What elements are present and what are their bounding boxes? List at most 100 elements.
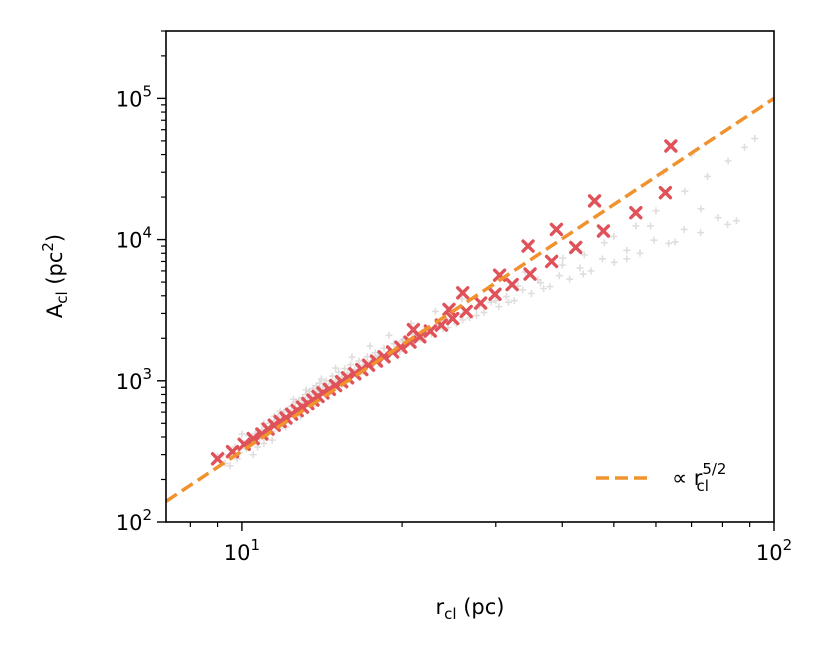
scatter-point [502, 293, 510, 301]
scatter-point [652, 207, 660, 215]
legend-label: ∝ r5/2 cl [672, 460, 726, 495]
binned-point [629, 206, 643, 220]
scatter-point [260, 439, 268, 447]
scatter-point [505, 298, 513, 306]
scatter-point [555, 272, 563, 280]
scatter-point [647, 222, 655, 230]
binned-point [473, 296, 488, 310]
scatter-point [704, 172, 712, 180]
binned-point [521, 239, 535, 253]
scatter-point [527, 290, 535, 298]
binned-point [664, 139, 678, 153]
scatter-point [348, 353, 356, 361]
scatter-point [363, 353, 371, 361]
legend: ∝ r5/2 cl [596, 460, 726, 495]
scatter-point [724, 220, 732, 228]
binned-point [544, 254, 559, 269]
binned-point [210, 452, 225, 466]
scatter-point [671, 238, 679, 246]
binned-point [587, 194, 602, 208]
scatter-point [289, 395, 297, 403]
scatter-point [610, 233, 618, 241]
scatter-point [332, 364, 340, 372]
scatter-point [587, 267, 595, 275]
binned-point [456, 286, 470, 300]
scatter-point [510, 297, 518, 305]
scatter-point [559, 254, 567, 262]
scatter-point [546, 283, 554, 291]
x-axis: 101 102 [189, 522, 792, 565]
x-tick-label: 101 [224, 536, 260, 565]
scatter-point [492, 297, 500, 305]
scatter-point [249, 451, 257, 459]
scatter-point [316, 379, 324, 387]
scatter-point [623, 246, 631, 254]
binned-point [549, 222, 564, 237]
scatter-point [355, 357, 363, 365]
scatter-point [724, 157, 732, 165]
scatter-point [632, 222, 640, 230]
fit-line [165, 96, 775, 503]
scatter-point [697, 205, 705, 213]
scatter-point [459, 316, 467, 324]
binned-point [569, 240, 583, 255]
x-axis-label: rcl (pc) [436, 595, 505, 623]
scatter-point [665, 239, 673, 247]
scatter-point [226, 462, 234, 470]
scatter-point [610, 258, 618, 266]
scatter-point [519, 286, 527, 294]
scatter-point [458, 295, 466, 303]
scatter-point [431, 307, 439, 315]
scatter-point [341, 365, 349, 373]
y-tick-label: 104 [116, 224, 152, 253]
scatter-point [751, 134, 759, 142]
x-tick-label: 102 [756, 536, 792, 565]
binned-point [459, 304, 473, 319]
scatter-point [681, 187, 689, 195]
scatter-point [268, 436, 276, 444]
scatter-point [317, 375, 325, 383]
scatter-point [385, 331, 393, 339]
scatter-point [302, 386, 310, 394]
scatter-point [697, 229, 705, 237]
scatter-point [623, 255, 631, 263]
binned-point [596, 224, 611, 238]
y-axis-label: Acl (pc2) [39, 234, 71, 318]
scatter-point [680, 225, 688, 233]
scatter-point [600, 239, 608, 247]
scatter-point [566, 275, 574, 283]
scatter-point [473, 311, 481, 319]
scatter-point [558, 261, 566, 269]
scatter-point [380, 344, 388, 352]
scatter-point [238, 430, 246, 438]
scatter-point [540, 285, 548, 293]
scatter-point [322, 377, 330, 385]
scatter-point [740, 143, 748, 151]
binned-point [488, 287, 502, 301]
scatter-point [329, 372, 337, 380]
binned-point [658, 185, 673, 200]
binned-point [246, 431, 260, 446]
y-tick-label: 103 [116, 365, 152, 394]
scatter-point [598, 255, 606, 263]
scatter-point [576, 264, 584, 272]
scatter-point [580, 251, 588, 259]
plot-frame [165, 30, 775, 523]
binned-point [348, 367, 362, 381]
y-tick-label: 102 [116, 506, 152, 535]
scatter-point [366, 342, 374, 350]
binned-point [446, 311, 460, 326]
scatter-point [579, 270, 587, 278]
binned-point [505, 277, 519, 292]
y-tick-label: 105 [116, 82, 152, 111]
scatter-point [650, 236, 658, 244]
scatter-point [495, 303, 503, 311]
scatter-point [332, 377, 340, 385]
power-law-fit-line [165, 96, 775, 503]
scatter-series-binned [210, 139, 678, 466]
binned-point [523, 267, 537, 281]
scatter-point [636, 249, 644, 257]
scatter-point [714, 214, 722, 222]
scatter-point [480, 308, 488, 316]
